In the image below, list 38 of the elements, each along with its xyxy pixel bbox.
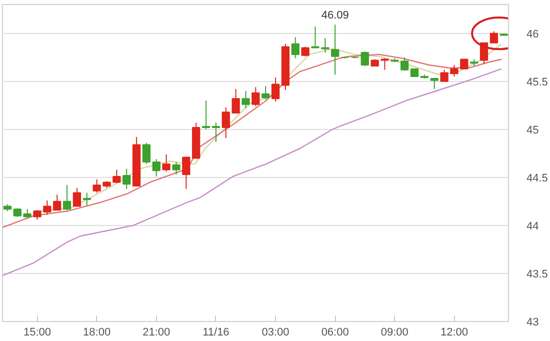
x-tick-label: 15:00: [23, 326, 52, 338]
candlestick: [291, 36, 300, 59]
candlestick: [242, 90, 250, 109]
candlestick: [262, 86, 270, 100]
candlestick: [202, 100, 210, 130]
candlestick: [62, 184, 72, 211]
candlestick: [142, 142, 151, 164]
candlestick: [82, 192, 91, 206]
candlestick: [152, 158, 160, 177]
candlestick: [72, 187, 82, 207]
x-tick-label: 09:00: [380, 326, 408, 338]
x-tick-label: 18:00: [83, 326, 111, 338]
candlestick: [182, 156, 190, 190]
y-tick-label: 43: [526, 316, 539, 328]
x-tick-label: 03:00: [262, 326, 290, 338]
candlestick: [400, 56, 409, 72]
candlestick: [360, 51, 369, 66]
x-tick-label: 11/16: [202, 326, 230, 338]
candlestick: [252, 86, 260, 107]
candlestick: [490, 30, 498, 44]
y-tick-label: 46: [526, 28, 539, 40]
x-tick-label: 12:00: [440, 326, 468, 338]
candlestick: [271, 77, 280, 102]
candlestick: [331, 24, 340, 76]
candlestick: [162, 154, 170, 172]
candlestick: [430, 78, 438, 90]
candlestick: [172, 162, 180, 176]
candlestick: [212, 122, 220, 142]
y-tick-label: 45: [526, 124, 539, 136]
y-tick-label: 43.5: [526, 268, 548, 280]
y-tick-label: 45.5: [526, 76, 548, 88]
candlestick: [122, 168, 131, 190]
x-tick-label: 06:00: [321, 326, 349, 338]
x-tick-label: 21:00: [142, 326, 170, 338]
candlestick: [460, 58, 468, 70]
y-tick-label: 44.5: [526, 172, 548, 184]
y-tick-label: 44: [526, 220, 539, 232]
annotation: 46.09: [321, 10, 349, 22]
